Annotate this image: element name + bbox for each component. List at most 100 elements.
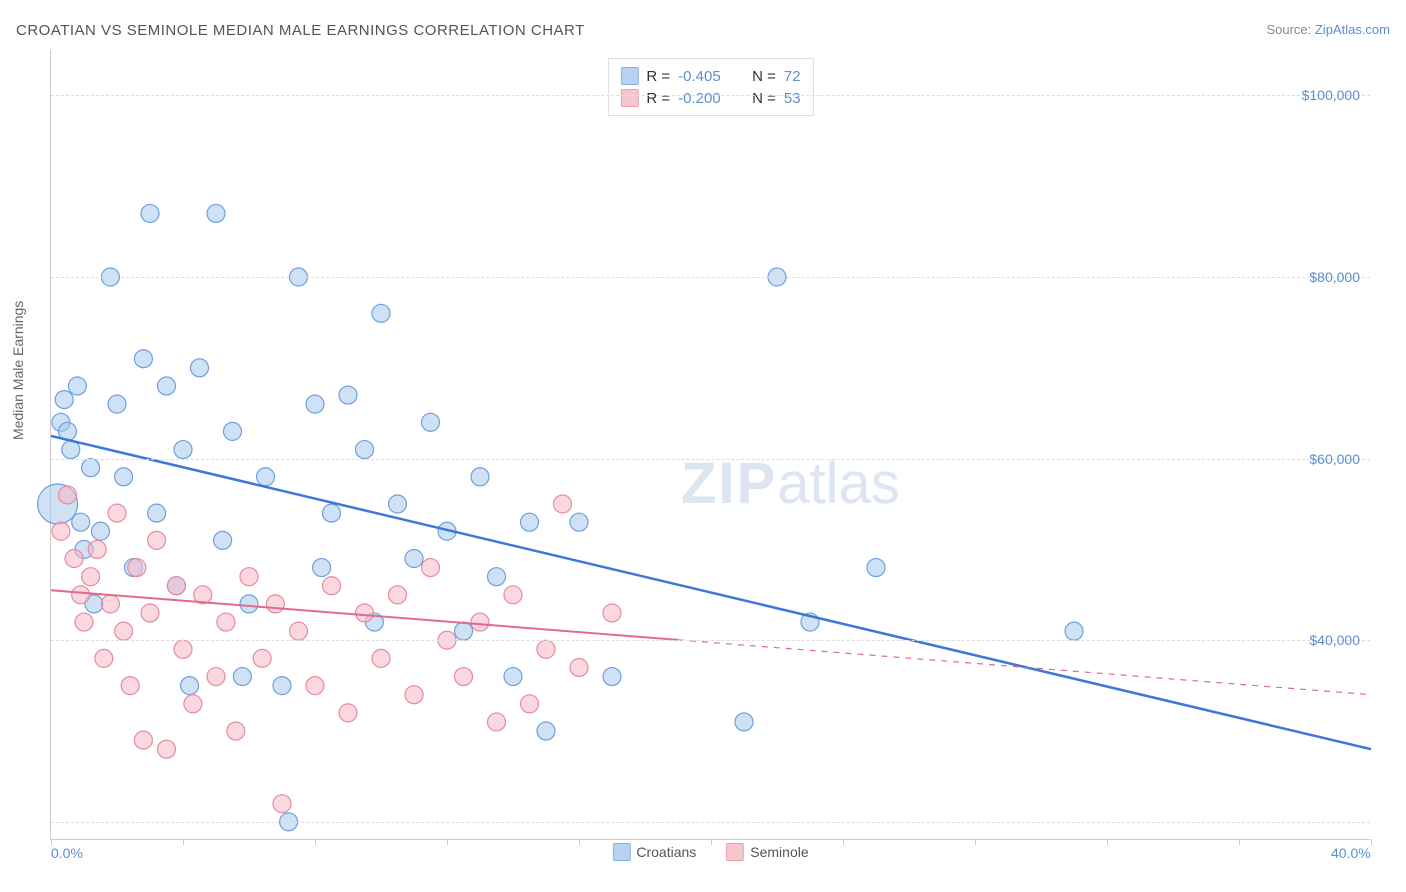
data-point bbox=[141, 204, 159, 222]
croatians-label: Croatians bbox=[636, 844, 696, 860]
data-point bbox=[372, 649, 390, 667]
data-point bbox=[108, 504, 126, 522]
data-point bbox=[537, 722, 555, 740]
x-tick bbox=[1371, 839, 1372, 845]
data-point bbox=[115, 468, 133, 486]
y-tick-label: $40,000 bbox=[1309, 632, 1360, 648]
data-point bbox=[88, 540, 106, 558]
source-link[interactable]: ZipAtlas.com bbox=[1315, 22, 1390, 37]
data-point bbox=[141, 604, 159, 622]
data-point bbox=[405, 550, 423, 568]
x-tick-label: 40.0% bbox=[1331, 845, 1371, 861]
data-point bbox=[52, 522, 70, 540]
data-point bbox=[537, 640, 555, 658]
data-point bbox=[233, 668, 251, 686]
data-point bbox=[217, 613, 235, 631]
data-point bbox=[313, 559, 331, 577]
data-point bbox=[257, 468, 275, 486]
data-point bbox=[240, 568, 258, 586]
legend-item-seminole: Seminole bbox=[726, 843, 808, 861]
data-point bbox=[240, 595, 258, 613]
data-point bbox=[92, 522, 110, 540]
data-point bbox=[521, 513, 539, 531]
data-point bbox=[488, 713, 506, 731]
data-point bbox=[290, 622, 308, 640]
data-point bbox=[521, 695, 539, 713]
seminole-label: Seminole bbox=[750, 844, 808, 860]
data-point bbox=[184, 695, 202, 713]
data-point bbox=[75, 613, 93, 631]
data-point bbox=[65, 550, 83, 568]
y-tick-label: $60,000 bbox=[1309, 451, 1360, 467]
data-point bbox=[455, 668, 473, 686]
x-tick bbox=[447, 839, 448, 845]
data-point bbox=[389, 495, 407, 513]
croatians-swatch-icon bbox=[612, 843, 630, 861]
data-point bbox=[148, 504, 166, 522]
data-point bbox=[72, 513, 90, 531]
data-point bbox=[174, 640, 192, 658]
data-point bbox=[128, 559, 146, 577]
x-tick bbox=[975, 839, 976, 845]
source-prefix: Source: bbox=[1266, 22, 1314, 37]
gridline bbox=[51, 640, 1370, 641]
data-point bbox=[339, 386, 357, 404]
data-point bbox=[570, 658, 588, 676]
x-tick bbox=[579, 839, 580, 845]
x-tick-label: 0.0% bbox=[51, 845, 83, 861]
data-point bbox=[174, 441, 192, 459]
data-point bbox=[504, 586, 522, 604]
data-point bbox=[603, 604, 621, 622]
data-point bbox=[59, 486, 77, 504]
data-point bbox=[167, 577, 185, 595]
data-point bbox=[207, 204, 225, 222]
data-point bbox=[273, 677, 291, 695]
plot-svg bbox=[51, 50, 1370, 839]
seminole-swatch-icon bbox=[726, 843, 744, 861]
data-point bbox=[273, 795, 291, 813]
gridline bbox=[51, 459, 1370, 460]
data-point bbox=[101, 595, 119, 613]
data-point bbox=[306, 677, 324, 695]
data-point bbox=[1065, 622, 1083, 640]
data-point bbox=[455, 622, 473, 640]
data-point bbox=[266, 595, 284, 613]
data-point bbox=[68, 377, 86, 395]
y-tick-label: $100,000 bbox=[1302, 87, 1360, 103]
data-point bbox=[72, 586, 90, 604]
y-axis-label: Median Male Earnings bbox=[10, 301, 26, 440]
chart-container: CROATIAN VS SEMINOLE MEDIAN MALE EARNING… bbox=[0, 0, 1406, 892]
data-point bbox=[191, 359, 209, 377]
x-tick bbox=[1239, 839, 1240, 845]
data-point bbox=[224, 422, 242, 440]
data-point bbox=[115, 622, 133, 640]
data-point bbox=[389, 586, 407, 604]
data-point bbox=[214, 531, 232, 549]
gridline bbox=[51, 822, 1370, 823]
x-tick bbox=[315, 839, 316, 845]
data-point bbox=[121, 677, 139, 695]
data-point bbox=[323, 577, 341, 595]
y-tick-label: $80,000 bbox=[1309, 269, 1360, 285]
x-tick bbox=[711, 839, 712, 845]
data-point bbox=[372, 304, 390, 322]
data-point bbox=[82, 459, 100, 477]
data-point bbox=[603, 668, 621, 686]
data-point bbox=[405, 686, 423, 704]
data-point bbox=[306, 395, 324, 413]
plot-area: ZIPatlas R = -0.405 N = 72 R = -0.200 N … bbox=[50, 50, 1370, 840]
data-point bbox=[570, 513, 588, 531]
data-point bbox=[735, 713, 753, 731]
x-tick bbox=[1107, 839, 1108, 845]
data-point bbox=[55, 391, 73, 409]
data-point bbox=[134, 350, 152, 368]
legend-item-croatians: Croatians bbox=[612, 843, 696, 861]
data-point bbox=[253, 649, 271, 667]
data-point bbox=[471, 613, 489, 631]
data-point bbox=[134, 731, 152, 749]
x-tick bbox=[183, 839, 184, 845]
data-point bbox=[148, 531, 166, 549]
data-point bbox=[356, 441, 374, 459]
trend-line bbox=[51, 436, 1371, 749]
data-point bbox=[422, 559, 440, 577]
